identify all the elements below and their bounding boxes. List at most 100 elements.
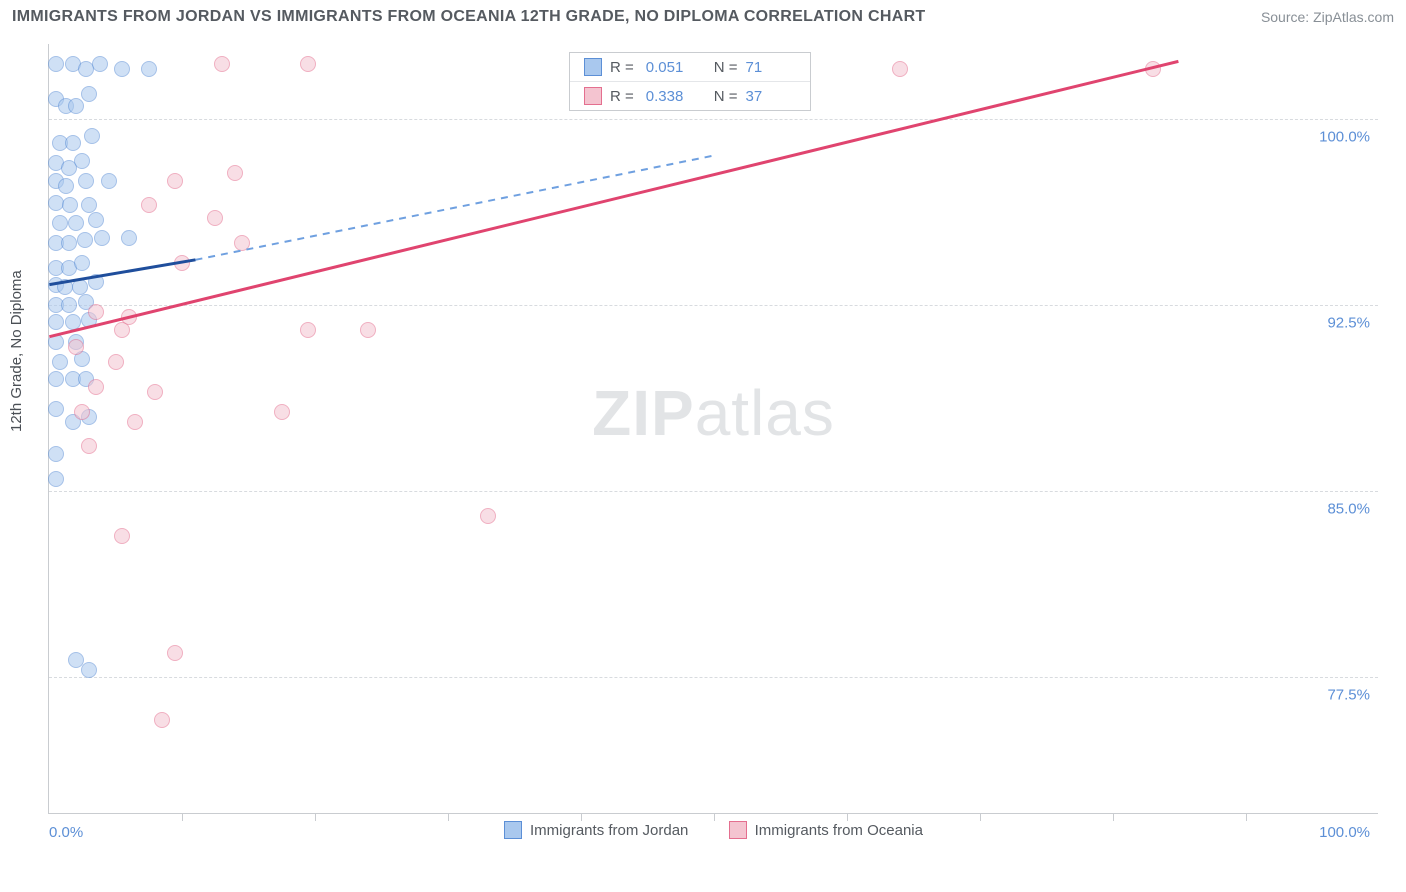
data-point xyxy=(88,274,104,290)
data-point xyxy=(68,98,84,114)
x-minor-tick xyxy=(581,813,582,821)
data-point xyxy=(62,197,78,213)
r-value-jordan: 0.051 xyxy=(646,59,696,76)
stats-row-oceania: R = 0.338 N = 37 xyxy=(570,81,810,110)
data-point xyxy=(74,255,90,271)
data-point xyxy=(167,173,183,189)
x-minor-tick xyxy=(182,813,183,821)
n-label: N = xyxy=(714,88,738,105)
gridline xyxy=(49,305,1378,306)
data-point xyxy=(48,314,64,330)
legend-item-jordan: Immigrants from Jordan xyxy=(504,821,688,839)
data-point xyxy=(114,61,130,77)
data-point xyxy=(88,379,104,395)
x-minor-tick xyxy=(847,813,848,821)
plot-area: ZIPatlas R = 0.051 N = 71 R = 0.338 N = … xyxy=(48,44,1378,814)
data-point xyxy=(214,56,230,72)
data-point xyxy=(57,279,73,295)
data-point xyxy=(227,165,243,181)
data-point xyxy=(61,235,77,251)
y-tick-label: 85.0% xyxy=(1327,501,1370,518)
data-point xyxy=(892,61,908,77)
data-point xyxy=(92,56,108,72)
r-label: R = xyxy=(610,59,634,76)
data-point xyxy=(81,438,97,454)
source-label: Source: ZipAtlas.com xyxy=(1261,9,1394,25)
data-point xyxy=(78,173,94,189)
data-point xyxy=(154,712,170,728)
data-point xyxy=(52,215,68,231)
data-point xyxy=(88,304,104,320)
x-minor-tick xyxy=(1113,813,1114,821)
data-point xyxy=(274,404,290,420)
y-axis-label: 12th Grade, No Diploma xyxy=(8,270,25,432)
data-point xyxy=(48,195,64,211)
x-minor-tick xyxy=(714,813,715,821)
data-point xyxy=(68,339,84,355)
data-point xyxy=(300,322,316,338)
x-minor-tick xyxy=(315,813,316,821)
data-point xyxy=(108,354,124,370)
gridline xyxy=(49,677,1378,678)
data-point xyxy=(84,128,100,144)
data-point xyxy=(48,371,64,387)
x-minor-tick xyxy=(980,813,981,821)
stats-row-jordan: R = 0.051 N = 71 xyxy=(570,53,810,81)
n-label: N = xyxy=(714,59,738,76)
data-point xyxy=(74,153,90,169)
gridline xyxy=(49,491,1378,492)
chart-container: 12th Grade, No Diploma ZIPatlas R = 0.05… xyxy=(0,32,1406,852)
y-tick-label: 100.0% xyxy=(1319,128,1370,145)
data-point xyxy=(94,230,110,246)
data-point xyxy=(360,322,376,338)
n-value-oceania: 37 xyxy=(746,88,796,105)
data-point xyxy=(300,56,316,72)
data-point xyxy=(58,178,74,194)
data-point xyxy=(65,135,81,151)
data-point xyxy=(48,471,64,487)
data-point xyxy=(114,528,130,544)
data-point xyxy=(48,446,64,462)
legend-swatch-oceania xyxy=(729,821,747,839)
y-tick-label: 92.5% xyxy=(1327,314,1370,331)
data-point xyxy=(141,197,157,213)
data-point xyxy=(480,508,496,524)
swatch-jordan xyxy=(584,58,602,76)
data-point xyxy=(65,314,81,330)
data-point xyxy=(77,232,93,248)
data-point xyxy=(48,56,64,72)
r-label: R = xyxy=(610,88,634,105)
data-point xyxy=(174,255,190,271)
data-point xyxy=(48,334,64,350)
data-point xyxy=(74,404,90,420)
x-minor-tick xyxy=(448,813,449,821)
data-point xyxy=(147,384,163,400)
data-point xyxy=(48,401,64,417)
data-point xyxy=(207,210,223,226)
legend-swatch-jordan xyxy=(504,821,522,839)
legend-label-jordan: Immigrants from Jordan xyxy=(530,822,688,839)
data-point xyxy=(72,279,88,295)
watermark: ZIPatlas xyxy=(592,376,835,450)
data-point xyxy=(81,662,97,678)
bottom-legend: Immigrants from Jordan Immigrants from O… xyxy=(49,821,1378,843)
data-point xyxy=(101,173,117,189)
data-point xyxy=(81,197,97,213)
data-point xyxy=(52,354,68,370)
r-value-oceania: 0.338 xyxy=(646,88,696,105)
data-point xyxy=(88,212,104,228)
legend-item-oceania: Immigrants from Oceania xyxy=(729,821,923,839)
data-point xyxy=(121,230,137,246)
data-point xyxy=(81,86,97,102)
y-tick-label: 77.5% xyxy=(1327,687,1370,704)
data-point xyxy=(127,414,143,430)
x-minor-tick xyxy=(1246,813,1247,821)
data-point xyxy=(141,61,157,77)
data-point xyxy=(114,322,130,338)
trend-lines xyxy=(49,44,1378,813)
stats-box: R = 0.051 N = 71 R = 0.338 N = 37 xyxy=(569,52,811,111)
n-value-jordan: 71 xyxy=(746,59,796,76)
data-point xyxy=(1145,61,1161,77)
data-point xyxy=(234,235,250,251)
gridline xyxy=(49,119,1378,120)
